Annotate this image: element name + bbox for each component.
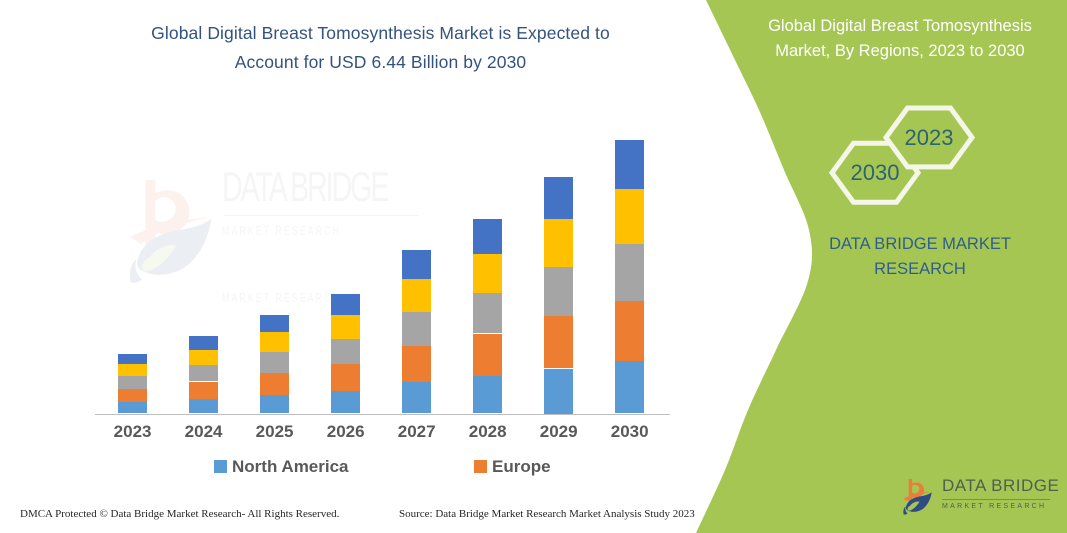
svg-text:2030: 2030 bbox=[851, 160, 900, 185]
svg-text:2023: 2023 bbox=[905, 125, 954, 150]
